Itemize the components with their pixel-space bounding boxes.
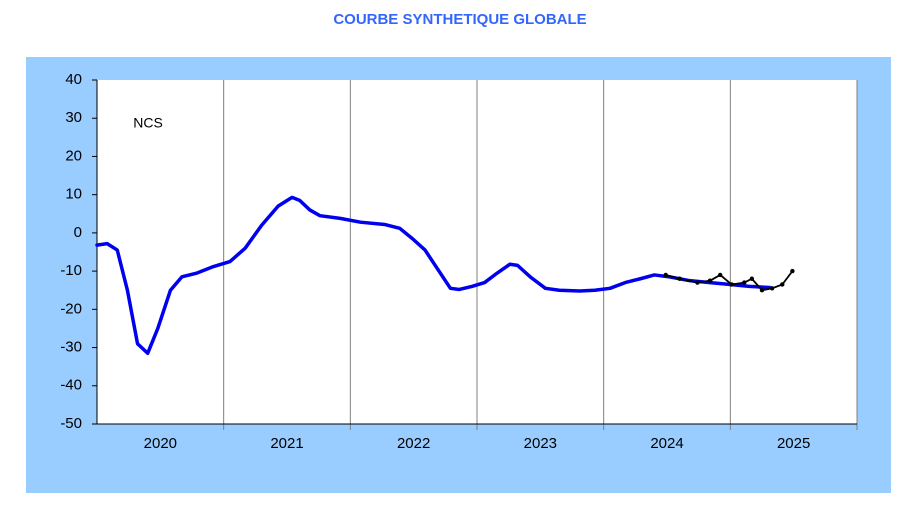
y-tick-label: 40	[65, 71, 82, 88]
point	[718, 272, 723, 278]
point	[729, 282, 734, 287]
y-tick-label: -10	[60, 262, 82, 279]
x-tick-label: 2024	[650, 435, 683, 452]
point	[695, 280, 700, 285]
point	[663, 272, 668, 278]
x-tick-label: 2021	[270, 435, 303, 452]
y-tick-label: -50	[60, 415, 82, 432]
y-tick-label: 10	[65, 186, 82, 203]
point	[742, 280, 747, 285]
y-tick-label: -20	[60, 300, 82, 317]
point	[780, 282, 785, 287]
point	[790, 268, 795, 274]
y-tick-label: 20	[65, 147, 82, 164]
x-tick-label: 2020	[144, 435, 177, 452]
point	[769, 286, 775, 291]
annotation: NCS	[133, 115, 163, 131]
y-tick-label: 0	[74, 224, 82, 241]
x-tick-label: 2025	[777, 435, 810, 452]
y-tick-label: -40	[60, 377, 82, 394]
x-tick-label: 2022	[397, 435, 430, 452]
point	[749, 276, 755, 281]
series-line	[95, 195, 772, 356]
y-tick-label: 30	[65, 109, 82, 126]
y-tick-label: -30	[60, 339, 82, 356]
chart-title: COURBE SYNTHETIQUE GLOBALE	[333, 11, 586, 28]
point	[759, 288, 765, 293]
point	[677, 276, 682, 281]
point	[707, 278, 713, 283]
x-tick-label: 2023	[524, 435, 557, 452]
